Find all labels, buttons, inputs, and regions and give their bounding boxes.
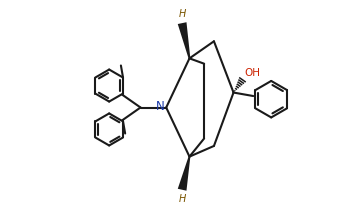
Polygon shape [178, 157, 190, 191]
Text: H: H [178, 194, 186, 204]
Text: H: H [178, 9, 186, 19]
Text: OH: OH [244, 68, 260, 78]
Polygon shape [178, 22, 190, 58]
Text: N: N [156, 100, 165, 113]
